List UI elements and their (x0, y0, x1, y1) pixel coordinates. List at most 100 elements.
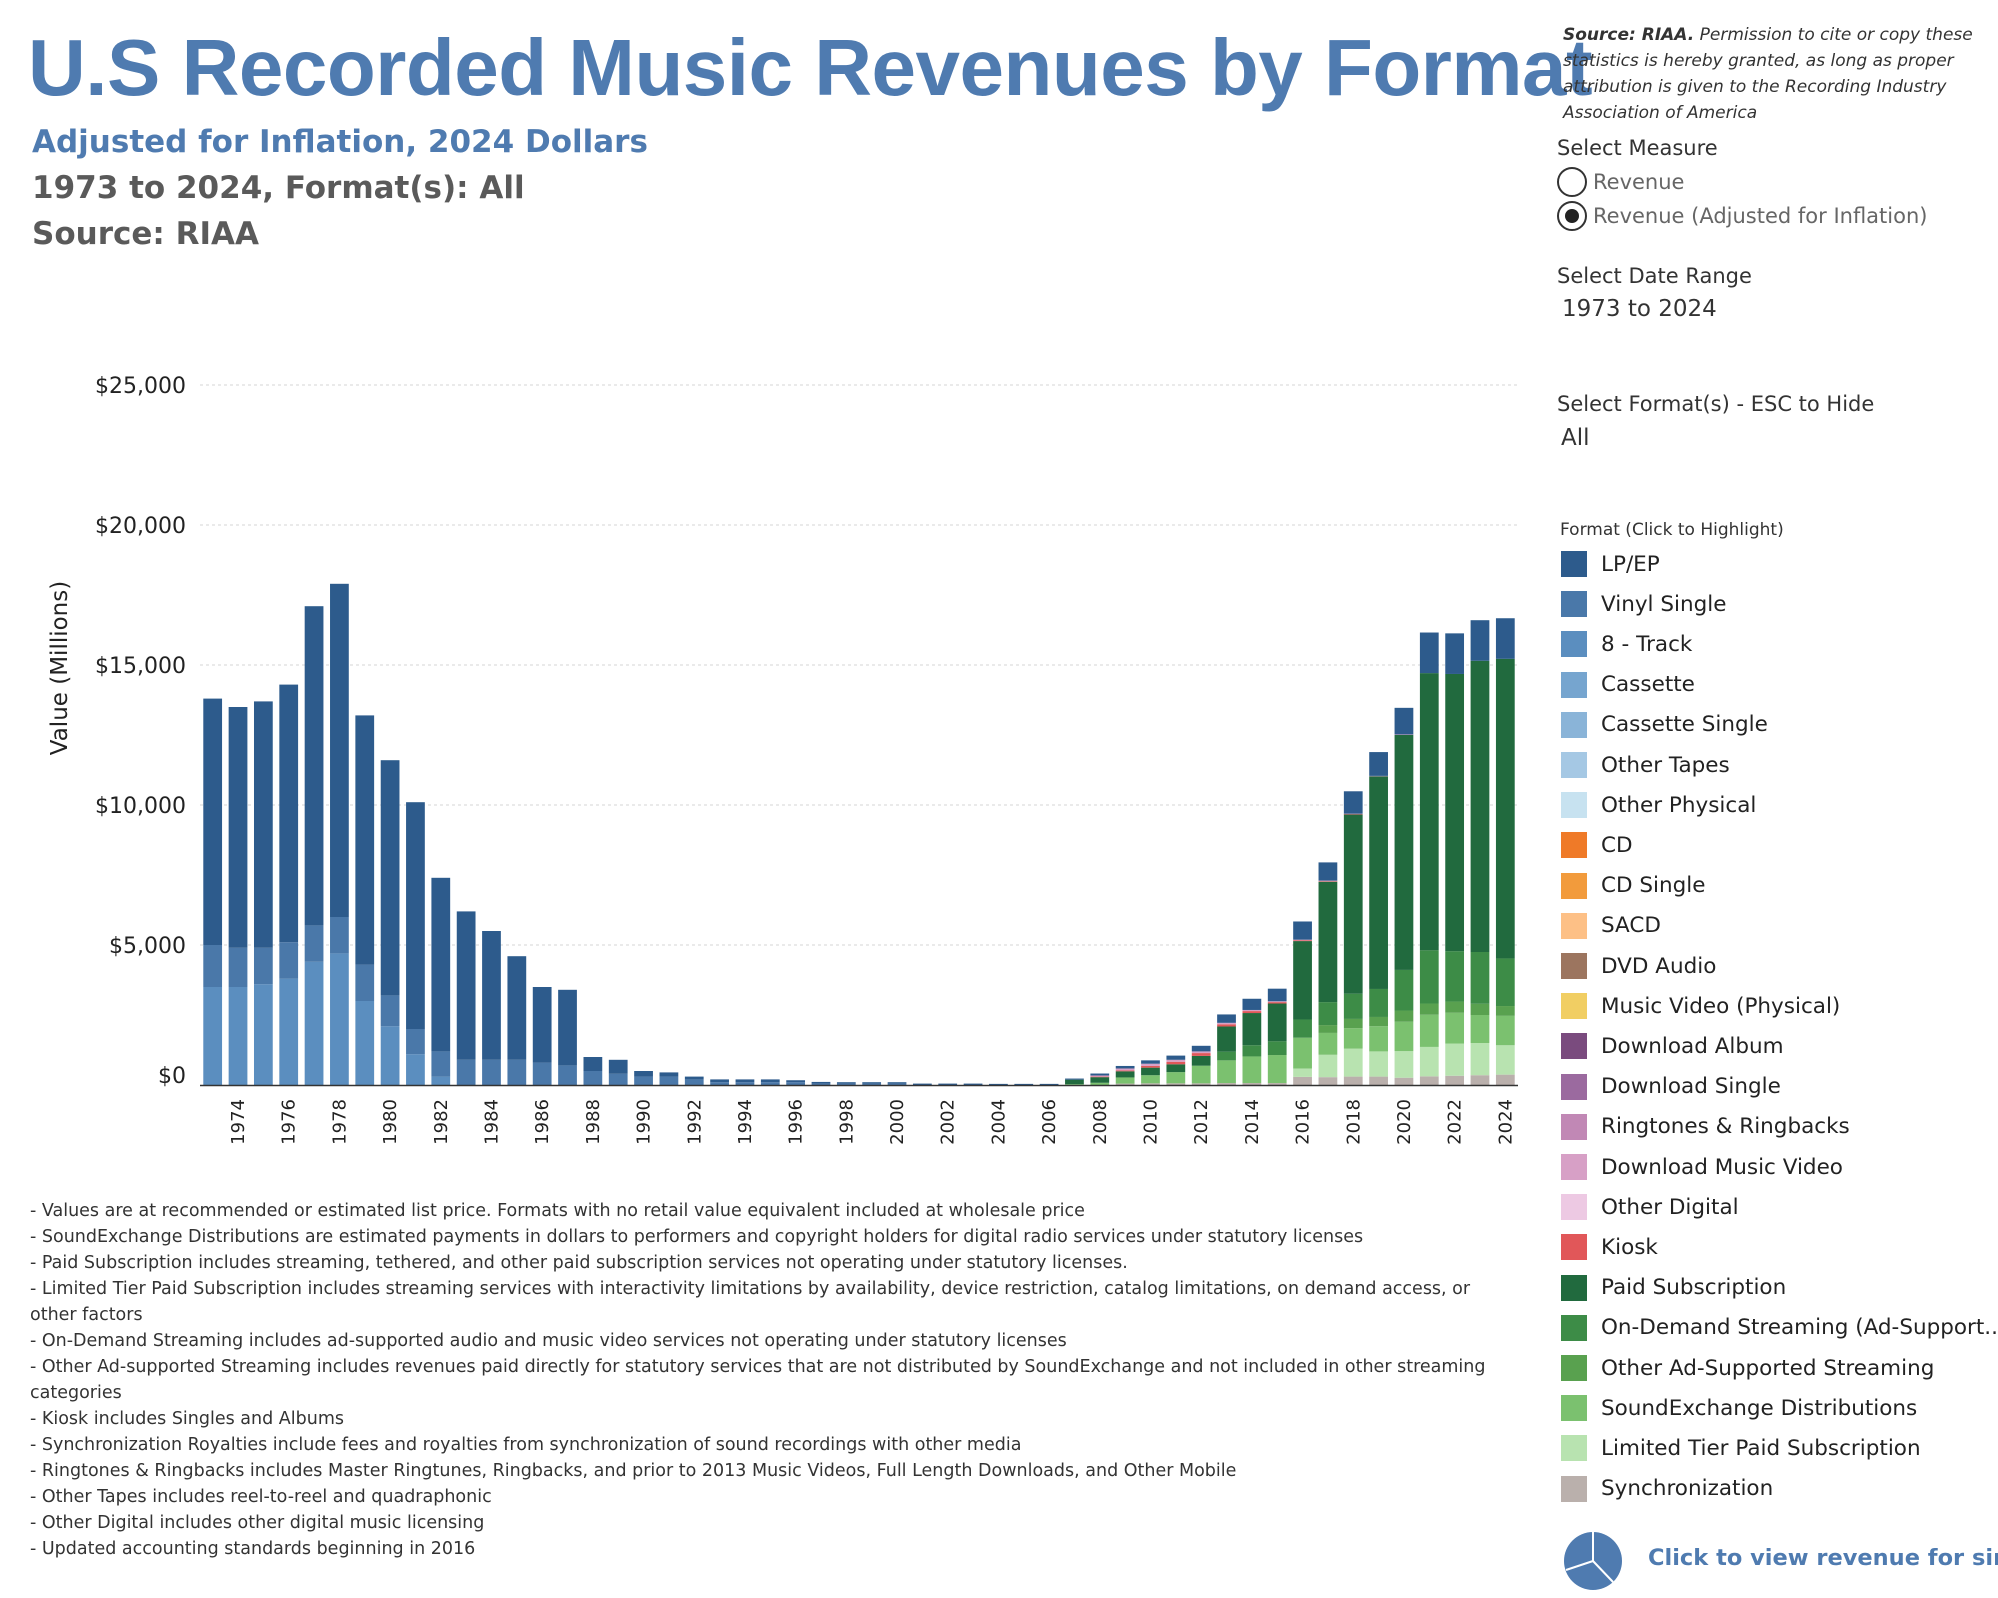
bar-stack-2013[interactable] (1217, 1014, 1236, 1085)
bar-segment-kiosk[interactable] (1166, 1061, 1186, 1065)
bar-segment-soundexchange-distributions[interactable] (1141, 1075, 1160, 1084)
bar-segment-download-music-video[interactable] (1166, 1059, 1186, 1062)
bar-segment-vinyl-single[interactable] (431, 1051, 451, 1077)
bar-segment-lp-ep[interactable] (406, 802, 425, 1029)
bar-stack-1976[interactable] (279, 684, 299, 1085)
bar-segment-soundexchange-distributions[interactable] (1191, 1065, 1211, 1084)
bar-segment-other-ad-supported-streaming[interactable] (1419, 1003, 1439, 1015)
bar-segment-synchronization[interactable] (1217, 1083, 1236, 1085)
bar-segment-vinyl-single[interactable] (406, 1029, 425, 1055)
bar-segment-vinyl-single[interactable] (634, 1076, 653, 1085)
bar-segment-lp-ep[interactable] (279, 684, 299, 943)
legend-item[interactable]: 8 - Track (1561, 628, 1692, 660)
bar-segment-lp-ep[interactable] (1166, 1055, 1186, 1060)
bar-stack-2012[interactable] (1191, 1045, 1211, 1085)
bar-segment-download-music-video[interactable] (1318, 880, 1338, 882)
bar-segment-soundexchange-distributions[interactable] (1217, 1060, 1236, 1084)
bar-segment-8-track[interactable] (253, 984, 273, 1085)
bar-stack-2009[interactable] (1115, 1065, 1135, 1085)
bar-segment-soundexchange-distributions[interactable] (1470, 1015, 1490, 1043)
bar-segment-paid-subscription[interactable] (1318, 881, 1338, 1003)
bar-segment-other-ad-supported-streaming[interactable] (1394, 1010, 1414, 1022)
bar-stack-2000[interactable] (887, 1082, 907, 1085)
bar-stack-1979[interactable] (355, 715, 375, 1085)
bar-stack-1982[interactable] (431, 877, 451, 1085)
bar-segment-on-demand-streaming-ad-supported-[interactable] (1394, 969, 1414, 1011)
bar-segment-other-ad-supported-streaming[interactable] (1495, 1006, 1515, 1016)
bar-segment-synchronization[interactable] (1191, 1083, 1211, 1085)
bar-stack-2007[interactable] (1065, 1078, 1084, 1085)
bar-segment-kiosk[interactable] (1090, 1076, 1110, 1078)
bar-segment-8-track[interactable] (279, 978, 299, 1085)
bar-segment-limited-tier-paid-subscription[interactable] (1369, 1051, 1388, 1077)
bar-segment-on-demand-streaming-ad-supported-[interactable] (1318, 1002, 1338, 1026)
legend-item[interactable]: Kiosk (1561, 1231, 1658, 1263)
bar-stack-2016[interactable] (1293, 921, 1312, 1085)
bar-segment-limited-tier-paid-subscription[interactable] (1318, 1054, 1338, 1078)
bar-segment-paid-subscription[interactable] (1141, 1067, 1160, 1076)
bar-segment-vinyl-single[interactable] (836, 1083, 856, 1085)
legend-item[interactable]: CD Single (1561, 870, 1706, 902)
bar-segment-lp-ep[interactable] (634, 1071, 653, 1077)
bar-segment-vinyl-single[interactable] (355, 964, 375, 1001)
bar-segment-8-track[interactable] (304, 961, 324, 1085)
bar-segment-vinyl-single[interactable] (608, 1073, 628, 1085)
bar-segment-lp-ep[interactable] (456, 911, 476, 1060)
bar-segment-synchronization[interactable] (1242, 1083, 1262, 1085)
bar-segment-soundexchange-distributions[interactable] (1318, 1032, 1338, 1055)
bar-segment-lp-ep[interactable] (330, 583, 349, 917)
bar-stack-2022[interactable] (1445, 633, 1465, 1085)
bar-segment-lp-ep[interactable] (938, 1083, 958, 1085)
legend-item[interactable]: Cassette (1561, 669, 1695, 701)
legend-item[interactable]: Vinyl Single (1561, 588, 1726, 620)
bar-segment-lp-ep[interactable] (1369, 752, 1388, 776)
bar-stack-1989[interactable] (608, 1059, 628, 1085)
bar-segment-limited-tier-paid-subscription[interactable] (1419, 1046, 1439, 1077)
bar-stack-1998[interactable] (836, 1082, 856, 1085)
bar-segment-download-music-video[interactable] (1090, 1075, 1110, 1077)
bar-segment-limited-tier-paid-subscription[interactable] (1293, 1068, 1312, 1077)
bar-stack-1994[interactable] (735, 1079, 755, 1085)
legend-item[interactable]: SoundExchange Distributions (1561, 1392, 1917, 1424)
bar-segment-download-music-video[interactable] (1242, 1009, 1262, 1012)
bar-segment-lp-ep[interactable] (811, 1081, 831, 1084)
bar-segment-lp-ep[interactable] (1318, 862, 1338, 881)
single-year-revenue-link[interactable]: Click to view revenue for sin.. (1648, 1545, 1998, 1571)
bar-segment-soundexchange-distributions[interactable] (1369, 1026, 1388, 1052)
bar-segment-lp-ep[interactable] (380, 760, 400, 996)
bar-segment-download-music-video[interactable] (1141, 1063, 1160, 1066)
bar-segment-on-demand-streaming-ad-supported-[interactable] (1445, 951, 1465, 1002)
bar-segment-download-music-video[interactable] (1343, 813, 1363, 815)
legend-item[interactable]: Synchronization (1561, 1473, 1773, 1505)
bar-segment-synchronization[interactable] (1166, 1083, 1186, 1085)
legend-item[interactable]: Other Physical (1561, 789, 1756, 821)
bar-segment-soundexchange-distributions[interactable] (1419, 1014, 1439, 1047)
bar-segment-on-demand-streaming-ad-supported-[interactable] (1242, 1045, 1262, 1057)
legend-item[interactable]: DVD Audio (1561, 950, 1716, 982)
bar-stack-1986[interactable] (532, 987, 552, 1085)
bar-segment-kiosk[interactable] (1141, 1065, 1160, 1068)
bar-segment-synchronization[interactable] (1445, 1075, 1465, 1085)
bar-segment-vinyl-single[interactable] (203, 945, 223, 987)
bar-segment-lp-ep[interactable] (1217, 1014, 1236, 1023)
bar-segment-on-demand-streaming-ad-supported-[interactable] (1217, 1051, 1236, 1061)
bar-segment-synchronization[interactable] (1318, 1077, 1338, 1085)
legend-item[interactable]: Other Ad-Supported Streaming (1561, 1352, 1934, 1384)
bar-segment-8-track[interactable] (406, 1054, 425, 1085)
bar-segment-lp-ep[interactable] (583, 1057, 603, 1071)
bar-stack-2020[interactable] (1394, 707, 1414, 1085)
bar-segment-soundexchange-distributions[interactable] (1394, 1021, 1414, 1052)
bar-segment-kiosk[interactable] (1343, 813, 1363, 815)
bar-segment-lp-ep[interactable] (760, 1079, 780, 1083)
bar-stack-2018[interactable] (1343, 791, 1363, 1085)
bar-segment-soundexchange-distributions[interactable] (1343, 1028, 1363, 1049)
bar-segment-paid-subscription[interactable] (1217, 1026, 1236, 1052)
bar-segment-on-demand-streaming-ad-supported-[interactable] (1419, 950, 1439, 1004)
radio-button-selected[interactable] (1557, 201, 1587, 231)
bar-segment-vinyl-single[interactable] (760, 1082, 780, 1085)
bar-stack-2002[interactable] (938, 1083, 958, 1085)
bar-segment-vinyl-single[interactable] (482, 1059, 501, 1085)
bar-stack-1997[interactable] (811, 1081, 831, 1085)
bar-segment-lp-ep[interactable] (1293, 921, 1312, 940)
bar-segment-kiosk[interactable] (1267, 1002, 1287, 1004)
